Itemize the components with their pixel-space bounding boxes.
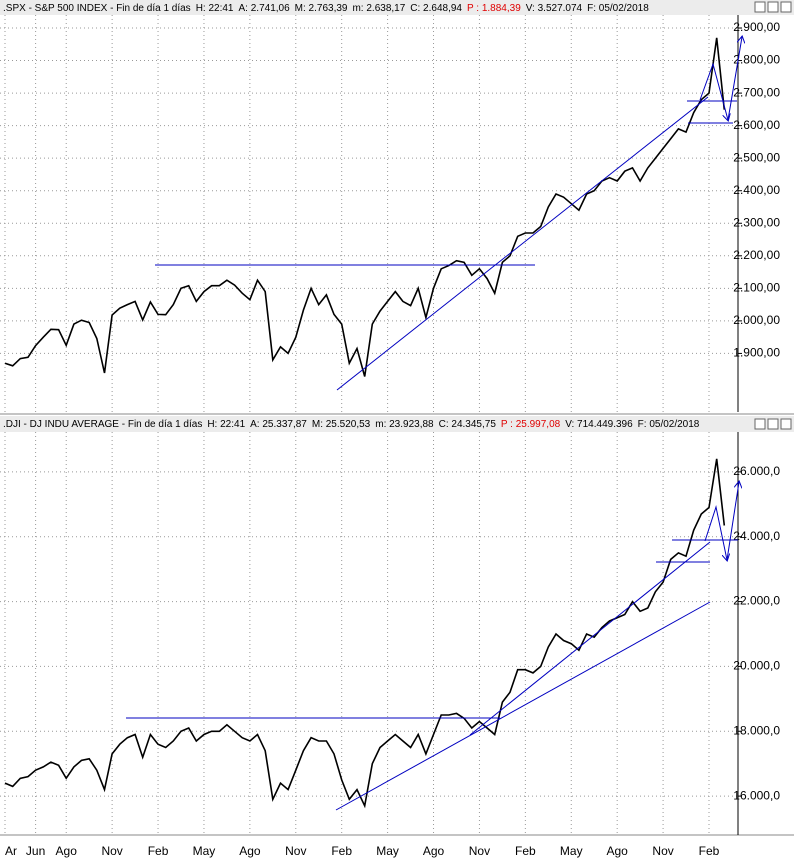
x-tick-label: Feb <box>515 844 536 858</box>
y-tick-label: 1.900,00 <box>733 346 780 360</box>
x-tick-label: Nov <box>652 844 673 858</box>
x-tick-label: Ar <box>5 844 17 858</box>
maximize-button[interactable] <box>767 1 779 13</box>
minimize-button[interactable] <box>754 1 766 13</box>
header-field: F: 05/02/2018 <box>638 419 700 430</box>
y-tick-label: 2.100,00 <box>733 281 780 295</box>
y-tick-label: 2.900,00 <box>733 20 780 34</box>
trend-lines <box>126 37 742 811</box>
x-tick-label: Nov <box>101 844 122 858</box>
x-tick-label: Ago <box>423 844 445 858</box>
header-field: F: 05/02/2018 <box>587 3 649 14</box>
header-field: M: 25.520,53 <box>312 419 371 430</box>
header-bar <box>0 0 794 15</box>
y-tick-label: 2.500,00 <box>733 150 780 164</box>
trend-arrow <box>726 482 739 561</box>
y-tick-label: 2.300,00 <box>733 215 780 229</box>
y-tick-label: 16.000,0 <box>733 788 780 802</box>
y-tick-label: 2.600,00 <box>733 118 780 132</box>
x-tick-label: Nov <box>285 844 306 858</box>
y-tick-label: 26.000,0 <box>733 464 780 478</box>
price-line <box>4 37 726 377</box>
header-bar <box>0 416 794 432</box>
header-field: m: 23.923,88 <box>375 419 434 430</box>
x-tick-label: Feb <box>148 844 169 858</box>
minimize-button[interactable] <box>754 418 766 430</box>
x-tick-label: Ago <box>56 844 78 858</box>
header-field: A: 25.337,87 <box>250 419 307 430</box>
trend-line <box>336 96 709 391</box>
x-tick-label: May <box>560 844 583 858</box>
y-tick-label: 2.200,00 <box>733 248 780 262</box>
x-tick-label: Ago <box>606 844 628 858</box>
y-tick-label: 2.800,00 <box>733 53 780 67</box>
header-field: V: 714.449.396 <box>565 419 633 430</box>
x-tick-label: May <box>376 844 399 858</box>
window-buttons[interactable] <box>754 1 792 430</box>
x-tick-label: Ago <box>239 844 261 858</box>
header-field: P : 1.884,39 <box>467 3 521 14</box>
y-tick-label: 20.000,0 <box>733 659 780 673</box>
header-field: V: 3.527.074 <box>526 3 583 14</box>
trend-arrow <box>699 62 728 120</box>
price-line <box>4 458 726 809</box>
y-tick-label: 18.000,0 <box>733 723 780 737</box>
trend-arrow <box>727 37 742 121</box>
trend-line <box>335 601 711 811</box>
y-tick-label: 2.700,00 <box>733 85 780 99</box>
x-tick-label: Feb <box>699 844 720 858</box>
header-field: H: 22:41 <box>196 3 234 14</box>
header-field: .DJI - DJ INDU AVERAGE - Fin de día 1 dí… <box>3 419 202 430</box>
x-tick-label: Jun <box>26 844 45 858</box>
x-tick-label: May <box>193 844 216 858</box>
chart-header: .SPX - S&P 500 INDEX - Fin de día 1 días… <box>3 3 649 14</box>
header-field: A: 2.741,06 <box>239 3 291 14</box>
x-tick-label: Feb <box>331 844 352 858</box>
y-tick-label: 22.000,0 <box>733 594 780 608</box>
header-field: m: 2.638,17 <box>352 3 405 14</box>
close-button[interactable] <box>780 418 792 430</box>
header-field: P : 25.997,08 <box>501 419 561 430</box>
header-field: .SPX - S&P 500 INDEX - Fin de día 1 días <box>3 3 191 14</box>
maximize-button[interactable] <box>767 418 779 430</box>
close-button[interactable] <box>780 1 792 13</box>
header-field: H: 22:41 <box>207 419 245 430</box>
header-field: C: 2.648,94 <box>410 3 462 14</box>
y-tick-label: 2.000,00 <box>733 313 780 327</box>
header-field: M: 2.763,39 <box>295 3 348 14</box>
y-tick-label: 24.000,0 <box>733 529 780 543</box>
chart-header: .DJI - DJ INDU AVERAGE - Fin de día 1 dí… <box>3 419 700 430</box>
y-tick-label: 2.400,00 <box>733 183 780 197</box>
trend-line <box>469 541 711 736</box>
header-field: C: 24.345,75 <box>439 419 497 430</box>
x-tick-label: Nov <box>469 844 490 858</box>
trend-arrow <box>704 505 727 560</box>
